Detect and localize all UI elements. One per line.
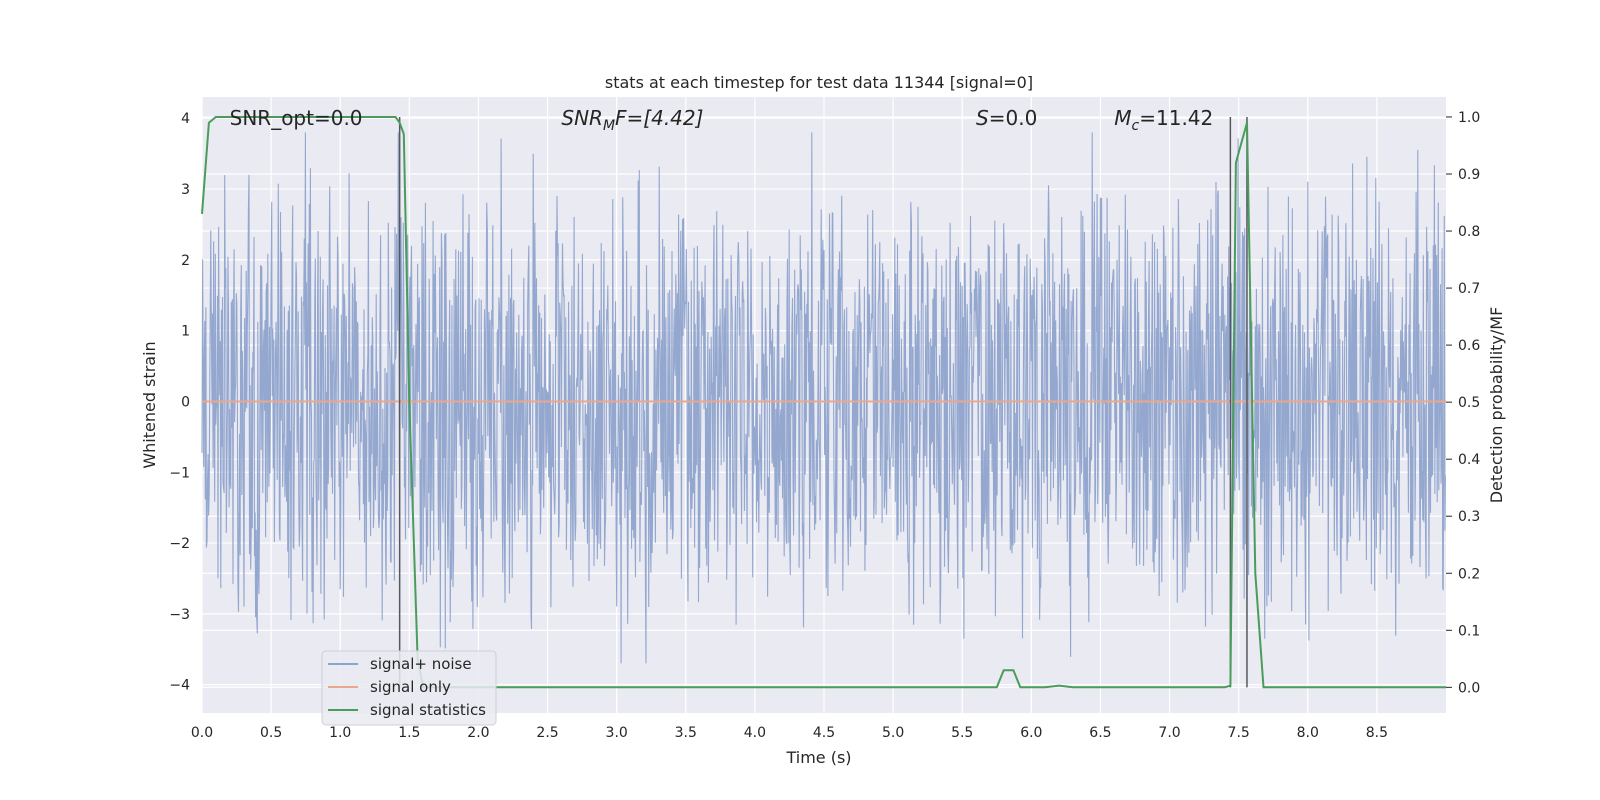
chart-title: stats at each timestep for test data 113… [605,73,1033,92]
y-axis-ticks: −4 −3 −2 −1 0 1 2 3 4 [169,111,190,693]
vertical-markers [398,116,1248,688]
legend: signal+ noise signal only signal statist… [321,650,497,726]
y-tick-label: 1 [181,324,190,340]
x-tick-label: 6.0 [1020,725,1042,741]
y2-axis-ticks: 0.0 0.1 0.2 0.3 0.4 0.5 0.6 0.7 0.8 0.9 1.0 [1446,110,1480,696]
x-tick-label: 5.0 [882,725,904,741]
x-tick-label: 5.5 [951,725,973,741]
annotations: SNR_opt=0.0 SNRMF=[4.42] S=0.0 Mc=11.42 [230,106,1214,134]
y2-tick-label: 0.8 [1458,224,1480,240]
x-tick-label: 8.5 [1366,725,1388,741]
y2-tick-label: 0.1 [1458,623,1480,639]
y2-tick-label: 1.0 [1458,110,1480,126]
x-tick-label: 3.0 [606,725,628,741]
x-tick-label: 0.0 [191,725,213,741]
y-tick-label: −1 [169,465,190,481]
y2-tick-label: 0.4 [1458,452,1480,468]
legend-box [321,650,497,726]
annotation: Mc=11.42 [1114,106,1213,134]
y2-tick-label: 0.2 [1458,566,1480,582]
x-axis-label: Time (s) [785,748,851,767]
y-tick-label: 2 [181,253,190,269]
legend-label-signal-noise: signal+ noise [370,655,472,673]
y2-tick-label: 0.5 [1458,395,1480,411]
annotation: SNR_opt=0.0 [230,106,363,130]
x-axis-ticks: 0.0 0.5 1.0 1.5 2.0 2.5 3.0 3.5 4.0 4.5 5.0 5.5 6.0 6… [191,725,1388,741]
x-tick-label: 6.5 [1089,725,1111,741]
y-tick-label: −2 [169,536,190,552]
y-tick-label: 3 [181,182,190,198]
legend-label-signal-statistics: signal statistics [370,701,486,719]
legend-label-signal-only: signal only [370,678,451,696]
x-tick-label: 4.0 [744,725,766,741]
noise-trace [201,132,1446,664]
y-tick-label: −4 [169,678,190,694]
y-tick-label: 0 [181,394,190,410]
y-tick-label: 4 [181,111,190,127]
y-tick-label: −3 [169,607,190,623]
x-tick-label: 7.5 [1228,725,1250,741]
x-tick-label: 8.0 [1297,725,1319,741]
x-tick-label: 1.5 [398,725,420,741]
annotation: SNRMF=[4.42] [561,106,703,134]
x-tick-label: 1.0 [329,725,351,741]
x-tick-label: 2.0 [467,725,489,741]
y2-axis-label: Detection probability/MF [1487,307,1506,504]
y-axis-label: Whitened strain [140,341,159,468]
x-tick-label: 2.5 [536,725,558,741]
y2-tick-label: 0.6 [1458,338,1480,354]
annotation: S=0.0 [976,106,1037,130]
series-signal-noise [201,132,1446,664]
y2-tick-label: 0.9 [1458,167,1480,183]
series-signal-statistics [201,116,1446,689]
y2-tick-label: 0.3 [1458,509,1480,525]
x-tick-label: 3.5 [675,725,697,741]
y2-tick-label: 0.7 [1458,281,1480,297]
x-tick-label: 4.5 [813,725,835,741]
x-tick-label: 7.0 [1158,725,1180,741]
x-tick-label: 0.5 [260,725,282,741]
y2-tick-label: 0.0 [1458,680,1480,696]
signal-statistics-line [201,116,1446,689]
